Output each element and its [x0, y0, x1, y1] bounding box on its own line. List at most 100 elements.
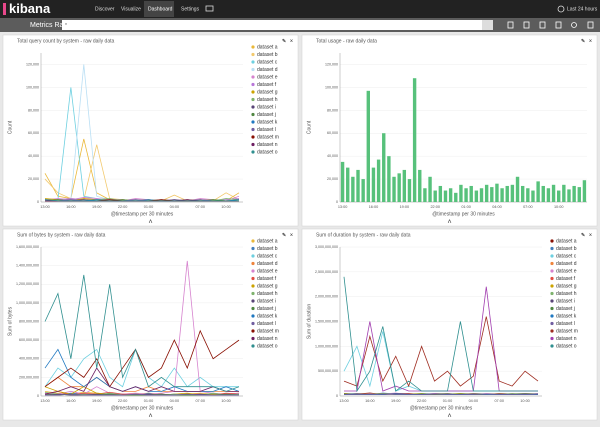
y-axis-label: Count [7, 120, 13, 134]
bar [346, 167, 350, 202]
x-tick-label: 19:00 [92, 399, 102, 403]
legend-swatch [550, 239, 554, 243]
legend-label[interactable]: dataset n [257, 336, 278, 342]
legend-label[interactable]: dataset a [257, 44, 278, 50]
legend-label[interactable]: dataset a [257, 238, 278, 244]
legend-label[interactable]: dataset i [257, 298, 276, 304]
legend-label[interactable]: dataset m [556, 328, 578, 334]
legend-label[interactable]: dataset b [257, 246, 278, 252]
bar [397, 173, 401, 202]
legend-label[interactable]: dataset d [257, 67, 278, 73]
bar [351, 176, 355, 202]
legend-label[interactable]: dataset b [556, 246, 577, 252]
toolbar-icon[interactable] [523, 21, 530, 29]
bar [526, 188, 530, 202]
nav-tab[interactable]: Discover [95, 6, 115, 12]
legend-swatch [251, 254, 255, 258]
bar [454, 192, 458, 202]
legend-label[interactable]: dataset m [257, 134, 279, 140]
y-tick-label: 2,500,000,000 [315, 270, 338, 274]
legend-swatch [251, 246, 255, 251]
legend-label[interactable]: dataset c [257, 253, 278, 259]
legend-label[interactable]: dataset o [257, 343, 278, 349]
legend-label[interactable]: dataset c [556, 253, 577, 259]
legend-label[interactable]: dataset c [257, 59, 278, 65]
legend-swatch [251, 306, 255, 311]
legend-label[interactable]: dataset d [556, 261, 577, 267]
legend-label[interactable]: dataset h [257, 97, 278, 103]
legend-label[interactable]: dataset n [257, 142, 278, 148]
legend-swatch [550, 329, 554, 333]
legend-label[interactable]: dataset j [257, 112, 276, 118]
x-tick-label: 19:00 [92, 205, 102, 209]
legend-label[interactable]: dataset g [556, 283, 577, 289]
legend-label[interactable]: dataset f [257, 82, 277, 88]
x-tick-label: 01:00 [144, 399, 154, 403]
panel: Sum of bytes by system - raw daily data ✎… [2, 228, 299, 421]
legend-label[interactable]: dataset l [257, 127, 276, 133]
legend-swatch [251, 276, 255, 281]
y-tick-label: 0 [336, 394, 338, 398]
legend-label[interactable]: dataset k [556, 313, 577, 319]
panel-frame [2, 34, 299, 227]
legend-label[interactable]: dataset h [556, 291, 577, 297]
legend-label[interactable]: dataset i [556, 298, 575, 304]
nav-tab[interactable]: Dashboard [148, 6, 173, 12]
toolbar-icon[interactable] [539, 21, 546, 29]
toolbar-icon[interactable] [555, 21, 562, 29]
legend-label[interactable]: dataset e [556, 268, 577, 274]
nav-icon[interactable] [205, 5, 214, 12]
legend-label[interactable]: dataset j [257, 306, 276, 312]
legend-label[interactable]: dataset b [257, 52, 278, 58]
legend-label[interactable]: dataset f [257, 276, 277, 282]
legend-swatch [251, 120, 255, 124]
legend-swatch [550, 269, 554, 273]
legend-label[interactable]: dataset e [257, 74, 278, 80]
legend-label[interactable]: dataset n [556, 336, 577, 342]
panel-edit[interactable]: ✎ [282, 232, 286, 238]
x-tick-label: 22:00 [430, 205, 440, 209]
legend-swatch [550, 314, 554, 318]
legend-label[interactable]: dataset k [257, 119, 278, 125]
legend-label[interactable]: dataset o [556, 343, 577, 349]
legend-label[interactable]: dataset h [257, 291, 278, 297]
legend-label[interactable]: dataset e [257, 268, 278, 274]
bar [500, 188, 504, 202]
bar [510, 184, 515, 202]
series-line [344, 393, 539, 395]
panel-edit[interactable]: ✎ [282, 38, 286, 44]
legend-label[interactable]: dataset j [556, 306, 575, 312]
legend-label[interactable]: dataset l [556, 321, 575, 327]
panel-edit[interactable]: ✎ [581, 38, 585, 44]
y-tick-label: 40,000 [327, 154, 338, 158]
toolbar-icon[interactable] [587, 21, 594, 29]
toolbar-icon[interactable] [507, 21, 514, 29]
toolbar-icon[interactable] [571, 22, 577, 28]
legend-label[interactable]: dataset k [257, 313, 278, 319]
nav-tab[interactable]: Settings [181, 6, 200, 12]
bar [387, 156, 391, 202]
legend-label[interactable]: dataset m [257, 328, 279, 334]
panel-edit[interactable]: ✎ [581, 232, 585, 238]
legend-swatch [251, 291, 255, 296]
x-tick-label: 19:00 [400, 205, 410, 209]
bar [546, 188, 551, 202]
legend-label[interactable]: dataset f [556, 276, 576, 282]
legend-swatch [251, 321, 255, 326]
legend-label[interactable]: dataset i [257, 104, 276, 110]
legend-swatch [251, 67, 255, 72]
legend-swatch [550, 291, 554, 296]
legend-label[interactable]: dataset a [556, 238, 577, 244]
search-input[interactable] [62, 20, 482, 30]
legend-label[interactable]: dataset g [257, 89, 278, 95]
y-axis-label: Sum of bytes [7, 306, 13, 336]
legend-label[interactable]: dataset l [257, 321, 276, 327]
time-range[interactable]: Last 24 hours [567, 6, 598, 12]
search-button[interactable] [482, 20, 493, 30]
bar [495, 183, 499, 202]
legend-label[interactable]: dataset g [257, 283, 278, 289]
y-tick-label: 40,000 [28, 154, 39, 158]
legend-label[interactable]: dataset d [257, 261, 278, 267]
legend-label[interactable]: dataset o [257, 149, 278, 155]
nav-tab[interactable]: Visualize [121, 6, 141, 12]
